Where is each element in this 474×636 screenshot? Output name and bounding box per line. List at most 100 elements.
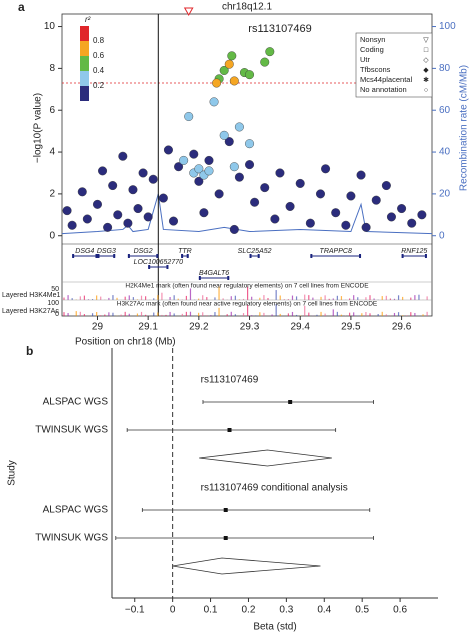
gene-label: DSG4 [75,248,94,255]
y2-tick-label: 100 [439,21,456,32]
track-tick-label: 100 [47,300,59,307]
x-tick-label: 29.5 [341,322,361,333]
gene-exon [166,265,169,269]
snp-point [98,166,108,176]
x-tick-label: 0.5 [355,605,369,616]
gene-exon [401,254,404,258]
gene-exon [113,254,116,258]
snp-point [386,212,396,222]
gene-exon [97,254,100,258]
annotation-legend-symbol: ◆ [423,67,429,74]
annotation-legend-symbol: ◇ [423,57,429,64]
track-description: H3K27Ac mark (often found near active re… [117,301,378,308]
annotation-legend [355,32,433,98]
snp-point [356,170,366,180]
annotation-legend-label: Coding [360,45,384,54]
track-name: Layered H3K27Ac [2,308,59,315]
r2-title: r² [85,15,91,24]
gene-exon [249,254,252,258]
r2-tick-label: 0.6 [93,51,105,60]
gene-exon [148,265,151,269]
annotation-legend-label: Utr [360,55,371,64]
x-tick-label: 29.6 [392,322,412,333]
x-tick-label: 0.4 [317,605,331,616]
snp-point [148,174,158,184]
snp-point [285,201,295,211]
annotation-legend-label: Mcs44placental [360,75,412,84]
annotation-legend-symbol: □ [424,47,429,54]
snp-point [331,208,341,218]
snp-point [158,193,168,203]
snp-point [214,189,224,199]
r2-color [80,26,89,41]
x-tick-label: 0.1 [204,605,218,616]
snp-point [118,151,128,161]
r2-tick-label: 0.4 [93,66,105,75]
snp-point [417,210,427,220]
snp-point [77,187,87,197]
gene-exon [227,276,230,280]
x-tick-label: 29.4 [290,322,310,333]
snp-point [92,199,102,209]
x-tick-label: −0.1 [125,605,145,616]
snp-point [361,222,371,232]
snp-point [245,139,255,149]
snp-point [234,172,244,182]
y-tick-label: 8 [49,63,55,74]
study-label: ALSPAC WGS [43,397,109,408]
y2-axis-label: Recombination rate (cM/Mb) [459,65,470,191]
y2-tick-label: 20 [439,189,451,200]
x-tick-label: 29 [92,322,104,333]
gene-exon [156,254,159,258]
y-tick-label: 10 [44,21,56,32]
snp-point [133,204,143,214]
snp-point [229,76,239,86]
gene-label: SLC25A52 [238,248,272,255]
snp-point [123,218,133,228]
gene-label: DSG2 [134,248,153,255]
effect-point [223,536,228,540]
snp-point [245,70,255,80]
x-tick-label: 29.1 [138,322,158,333]
snp-point [179,155,189,165]
snp-point [234,122,244,132]
snp-point [260,183,270,193]
gene-exon [198,276,201,280]
gene-exon [310,254,313,258]
snp-point [275,168,285,178]
effect-point [288,400,293,404]
x-tick-label: 0.3 [279,605,293,616]
track-tick-label: 50 [51,286,59,293]
panel-label: a [18,0,25,14]
snp-point [189,149,199,159]
group-title: rs113107469 [201,375,259,386]
gene-exon [359,254,362,258]
snp-point [227,51,237,61]
snp-point [128,185,138,195]
x-axis-label: Beta (std) [253,622,296,633]
snp-point [67,220,77,230]
snp-point [199,208,209,218]
snp-point [62,206,72,216]
snp-point [212,78,222,88]
study-label: ALSPAC WGS [43,505,109,516]
chart-title: chr18q12.1 [222,2,272,13]
snp-point [194,176,204,186]
snp-point [219,65,229,75]
y2-tick-label: 40 [439,147,451,158]
gene-label: TRAPPC8 [320,248,352,255]
annotation-legend-label: No annotation [360,85,407,94]
r2-color [80,71,89,86]
gene-exon [181,254,184,258]
pooled-diamond [172,557,321,575]
snp-point [204,166,214,176]
gene-label: LOC100652770 [134,259,184,266]
x-axis-label: Position on chr18 (Mb) [75,337,176,348]
snp-point [138,168,148,178]
effect-point [223,508,228,512]
annotation-legend-symbol: ○ [424,87,428,94]
x-tick-label: 0.2 [242,605,256,616]
y-tick-label: 0 [49,230,55,241]
snp-point [305,218,315,228]
